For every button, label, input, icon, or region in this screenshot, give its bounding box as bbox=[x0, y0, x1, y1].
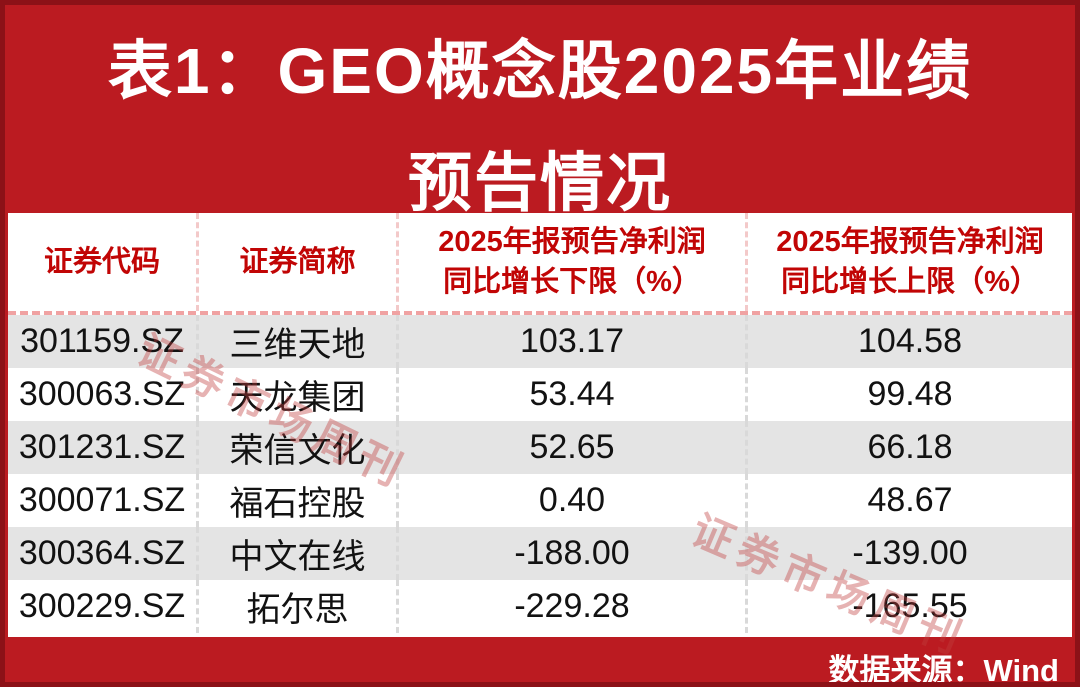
stock-code: 300071.SZ bbox=[8, 474, 199, 527]
table-row: 300229.SZ 拓尔思 -229.28 -165.55 bbox=[8, 580, 1072, 633]
table-row: 300364.SZ 中文在线 -188.00 -139.00 bbox=[8, 527, 1072, 580]
header-code-label: 证券代码 bbox=[43, 246, 160, 278]
growth-upper: 99.48 bbox=[867, 375, 953, 413]
growth-lower: 53.44 bbox=[399, 368, 748, 421]
data-source-label: 数据来源：Wind bbox=[828, 653, 1059, 687]
stock-code: 301231.SZ bbox=[8, 421, 199, 474]
stock-name: 荣信文化 bbox=[199, 421, 399, 474]
growth-lower: 0.40 bbox=[399, 474, 748, 527]
growth-lower: -229.28 bbox=[399, 580, 748, 633]
stock-forecast-table: 证券代码 证券简称 2025年报预告净利润 同比增长下限（%） 2025年报预告… bbox=[8, 213, 1072, 637]
stock-name: 福石控股 bbox=[199, 474, 399, 527]
stock-code: 300229.SZ bbox=[8, 580, 199, 633]
growth-lower: 103.17 bbox=[399, 315, 748, 368]
header-upper-line1: 2025年报预告净利润 bbox=[776, 226, 1044, 258]
table-header-row: 证券代码 证券简称 2025年报预告净利润 同比增长下限（%） 2025年报预告… bbox=[8, 213, 1072, 315]
growth-upper: -139.00 bbox=[852, 534, 968, 572]
page-title: 表1：GEO概念股2025年业绩 预告情况 bbox=[5, 15, 1075, 239]
header-name-label: 证券简称 bbox=[239, 246, 356, 278]
stock-name: 三维天地 bbox=[199, 315, 399, 368]
stock-name: 中文在线 bbox=[199, 527, 399, 580]
stock-name: 天龙集团 bbox=[199, 368, 399, 421]
title-line-2: 预告情况 bbox=[408, 147, 672, 219]
growth-lower: 52.65 bbox=[399, 421, 748, 474]
growth-upper: -165.55 bbox=[852, 587, 968, 625]
stock-code: 300063.SZ bbox=[8, 368, 199, 421]
growth-lower: -188.00 bbox=[399, 527, 748, 580]
growth-upper: 48.67 bbox=[867, 481, 953, 519]
header-upper-line2: 同比增长上限（%） bbox=[781, 266, 1039, 298]
header-lower-bound: 2025年报预告净利润 同比增长下限（%） bbox=[399, 213, 748, 311]
stock-code: 300364.SZ bbox=[8, 527, 199, 580]
table-row: 301231.SZ 荣信文化 52.65 66.18 bbox=[8, 421, 1072, 474]
header-lower-line2: 同比增长下限（%） bbox=[443, 266, 701, 298]
table-row: 300063.SZ 天龙集团 53.44 99.48 bbox=[8, 368, 1072, 421]
header-upper-bound: 2025年报预告净利润 同比增长上限（%） bbox=[748, 213, 1072, 311]
table-row: 300071.SZ 福石控股 0.40 48.67 bbox=[8, 474, 1072, 527]
growth-upper: 66.18 bbox=[867, 428, 953, 466]
growth-upper: 104.58 bbox=[858, 322, 962, 360]
table-row: 301159.SZ 三维天地 103.17 104.58 bbox=[8, 315, 1072, 368]
header-code: 证券代码 bbox=[8, 213, 199, 311]
header-lower-line1: 2025年报预告净利润 bbox=[438, 226, 706, 258]
stock-code: 301159.SZ bbox=[8, 315, 199, 368]
stock-name: 拓尔思 bbox=[199, 580, 399, 633]
title-line-1: 表1：GEO概念股2025年业绩 bbox=[107, 35, 973, 107]
header-name: 证券简称 bbox=[199, 213, 399, 311]
